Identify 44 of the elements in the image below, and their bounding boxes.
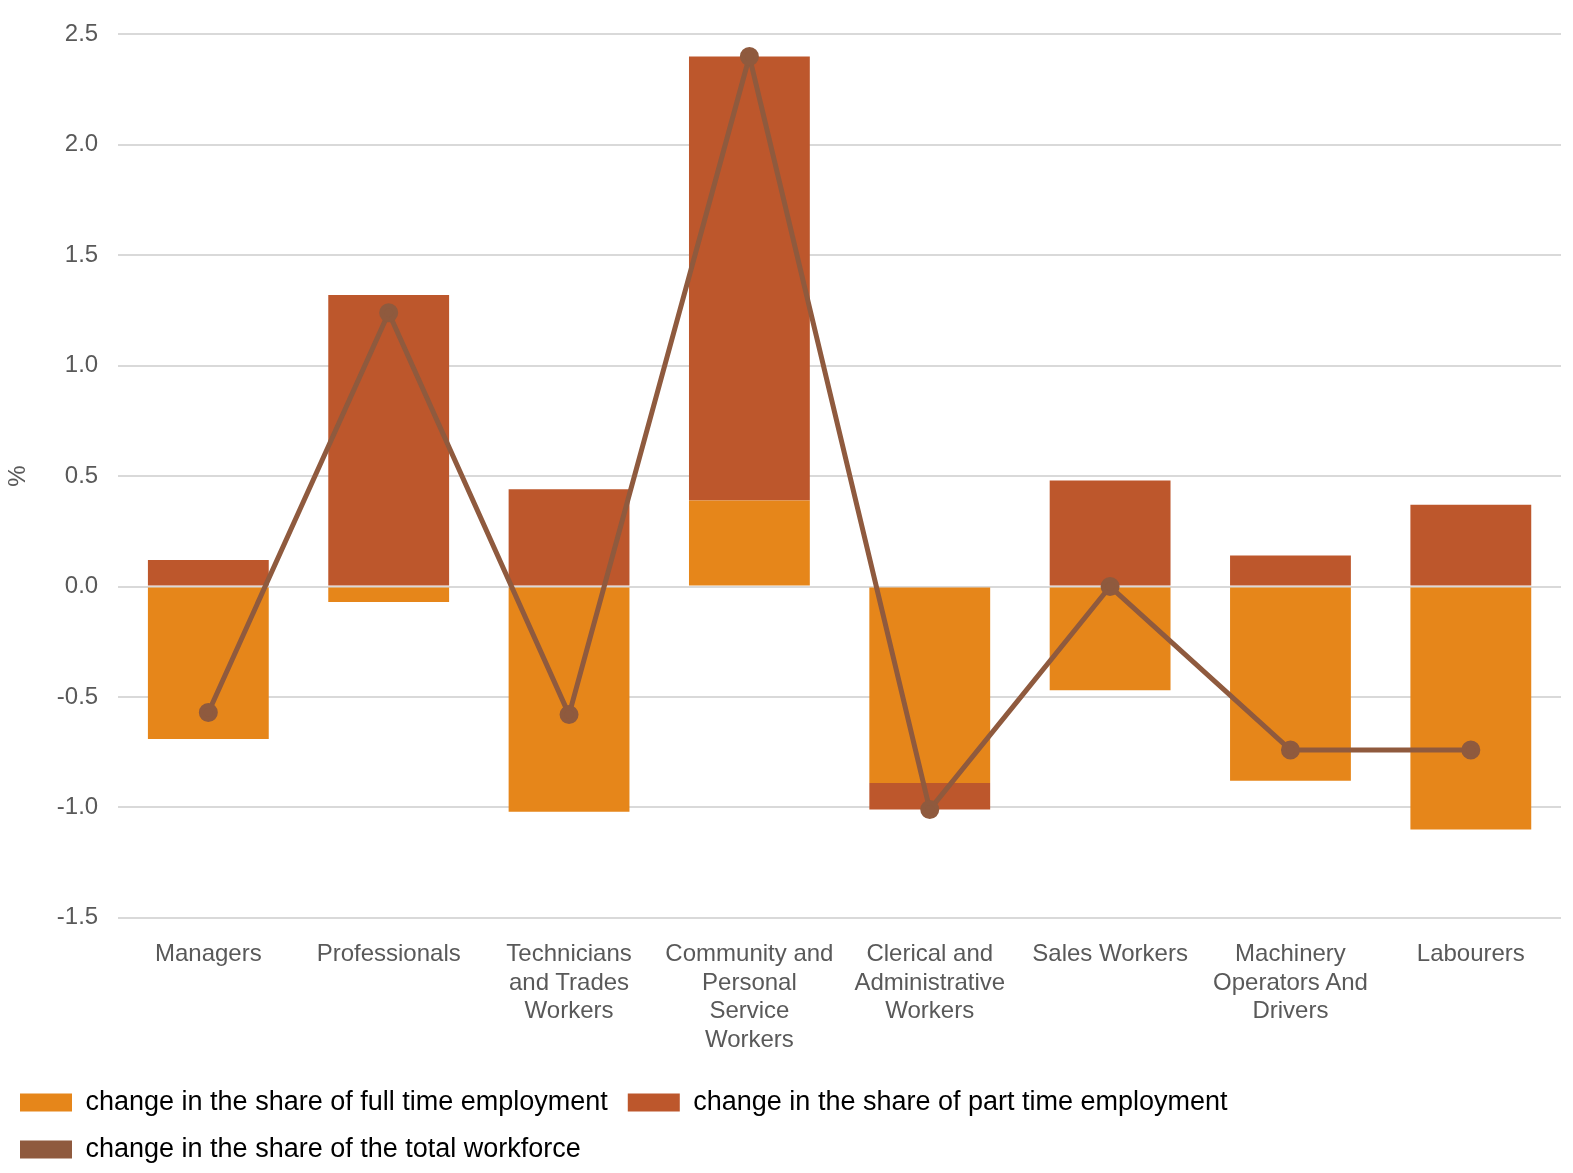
point bbox=[1461, 740, 1481, 760]
y-tick-label: 1.0 bbox=[64, 350, 99, 378]
point bbox=[198, 702, 218, 722]
point bbox=[379, 303, 399, 323]
x-tick-label: Technicians and Trades Workers bbox=[506, 938, 632, 1024]
point bbox=[920, 800, 940, 820]
x-tick-label: Managers bbox=[154, 938, 262, 966]
bar bbox=[328, 295, 450, 586]
x-tick-label: Clerical and Administrative Workers bbox=[854, 938, 1006, 1024]
bar bbox=[328, 587, 450, 602]
bar bbox=[1049, 480, 1171, 586]
bar bbox=[688, 56, 810, 501]
bar bbox=[147, 560, 269, 586]
y-tick-label: 0.0 bbox=[64, 571, 99, 599]
bar bbox=[869, 587, 991, 784]
x-tick-label: Sales Workers bbox=[1032, 938, 1188, 966]
point bbox=[1100, 577, 1120, 597]
legend-label: change in the share of full time employment bbox=[85, 1085, 609, 1116]
bar bbox=[508, 587, 630, 812]
y-tick-label: 2.5 bbox=[64, 19, 99, 47]
y-axis-title: % bbox=[3, 465, 31, 487]
point bbox=[739, 46, 759, 66]
bar bbox=[1410, 587, 1532, 830]
x-tick-label: Machinery Operators And Drivers bbox=[1213, 938, 1368, 1024]
y-tick-label: -1.5 bbox=[56, 902, 99, 930]
y-tick-label: 2.0 bbox=[64, 129, 99, 157]
bar bbox=[1230, 587, 1351, 781]
bar bbox=[688, 500, 810, 586]
point bbox=[1280, 740, 1300, 760]
bar bbox=[147, 587, 269, 739]
y-tick-label: -1.0 bbox=[56, 792, 99, 819]
y-tick-label: -0.5 bbox=[56, 681, 99, 709]
x-tick-label: Professionals bbox=[316, 938, 461, 966]
bar bbox=[1410, 504, 1532, 586]
bar bbox=[508, 489, 630, 586]
y-tick-label: 0.5 bbox=[64, 460, 99, 488]
point bbox=[559, 705, 579, 725]
x-tick-label: Community and Personal Service Workers bbox=[665, 938, 834, 1053]
bar bbox=[1049, 587, 1171, 691]
legend-label: change in the share of part time employment bbox=[693, 1085, 1229, 1116]
y-tick-label: 1.5 bbox=[64, 239, 99, 267]
x-tick-label: Labourers bbox=[1416, 938, 1525, 966]
legend-label: change in the share of the total workforce bbox=[85, 1132, 581, 1163]
bar bbox=[1230, 555, 1351, 586]
